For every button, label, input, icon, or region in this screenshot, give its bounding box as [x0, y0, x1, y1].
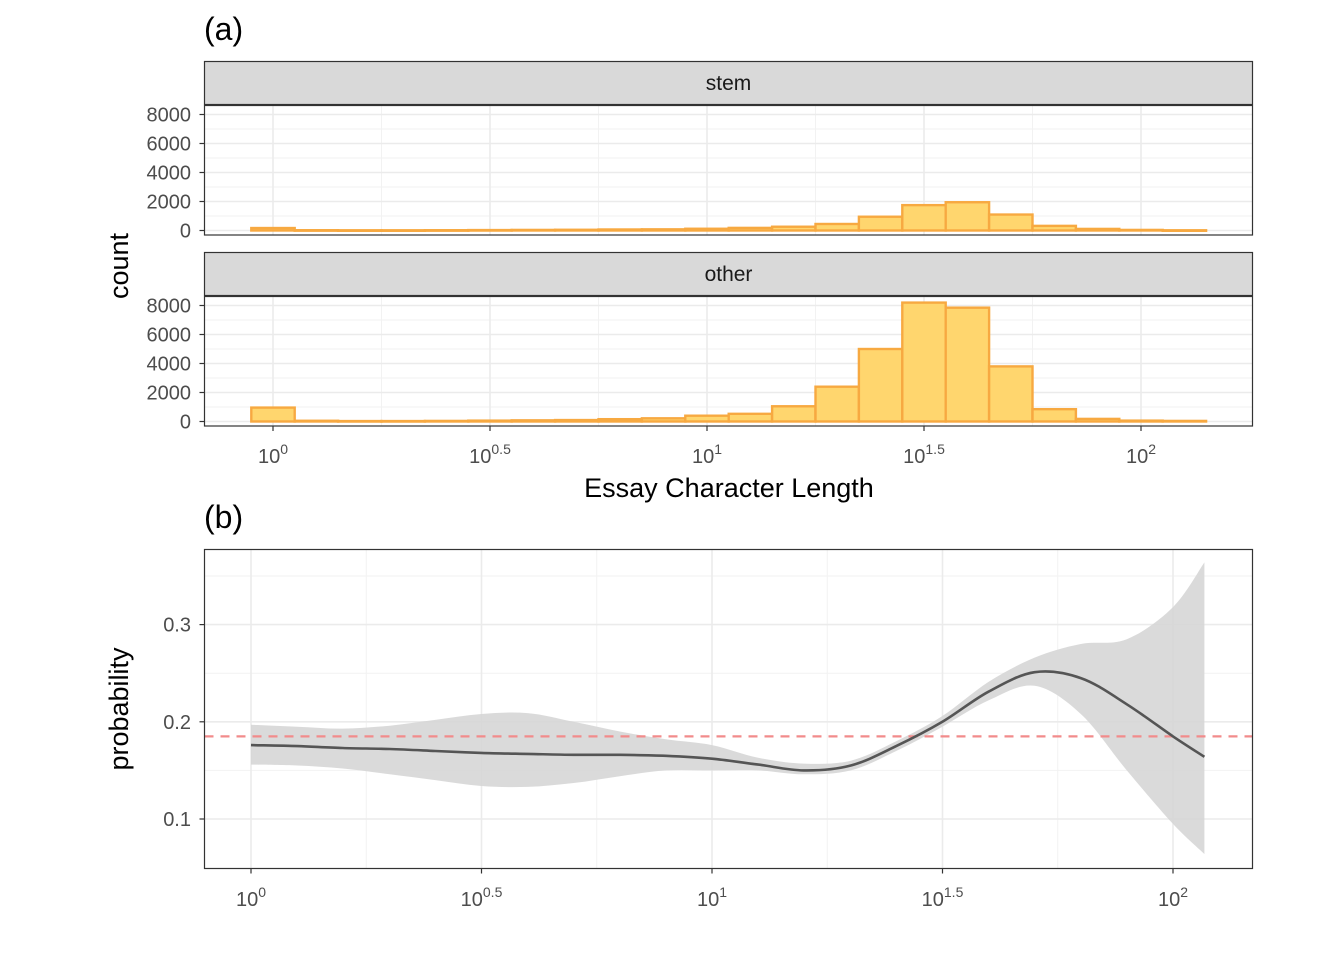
histogram-bar — [597, 228, 644, 232]
panel-a-label: (a) — [204, 11, 243, 47]
confidence-ribbon — [251, 562, 1205, 854]
histogram-bar — [510, 228, 557, 232]
plot-background — [204, 105, 1253, 235]
histogram-bar — [380, 229, 427, 232]
y-tick-label: 0 — [180, 221, 191, 243]
x-tick-label: 102 — [1126, 441, 1156, 468]
histogram-bar — [727, 412, 774, 423]
x-tick-label: 101.5 — [922, 884, 964, 911]
histogram-bar — [987, 213, 1034, 232]
histogram-bar — [1074, 417, 1121, 423]
y-tick-label: 6000 — [147, 134, 192, 156]
panel-border — [203, 548, 1254, 870]
histogram-bar — [467, 419, 513, 423]
plot-background — [204, 296, 1253, 426]
panel-border — [203, 295, 1254, 427]
facet-strip-stem-label: stem — [706, 72, 752, 95]
x-tick-label: 102 — [1158, 884, 1188, 911]
facet-strip-other: other — [203, 251, 1254, 297]
histogram-bar — [1074, 227, 1121, 232]
histogram-bar — [901, 203, 947, 232]
histogram-panel-stem: 0 2000 4000 6000 8000 — [147, 104, 1254, 243]
histogram-bar — [597, 417, 644, 423]
histogram-bar — [250, 406, 296, 423]
smooth-line — [250, 670, 1206, 772]
histogram-bar — [380, 419, 427, 423]
x-tick-label: 100.5 — [461, 884, 503, 911]
histogram-bar — [944, 201, 991, 232]
y-tick-label: 8000 — [147, 296, 192, 318]
histogram-bar — [293, 229, 340, 232]
histogram-bar — [944, 306, 991, 423]
y-tick-label: 0.1 — [163, 809, 191, 831]
x-tick-label: 101 — [697, 884, 727, 911]
histogram-bar — [553, 418, 600, 423]
histogram-bar — [814, 385, 861, 423]
histogram-bar — [1161, 419, 1208, 423]
histogram-bar — [857, 215, 904, 232]
y-tick-label: 2000 — [147, 383, 192, 405]
histogram-bar — [250, 226, 296, 232]
histogram-bar — [684, 414, 730, 423]
y-tick-label: 0.2 — [163, 712, 191, 734]
histogram-bar — [1031, 224, 1078, 232]
histogram-bar — [1118, 228, 1164, 232]
histogram-bar — [684, 227, 730, 232]
x-tick-label: 100 — [236, 884, 266, 911]
y-tick-label: 0 — [180, 412, 191, 434]
y-tick-label: 4000 — [147, 354, 192, 376]
facet-strip-other-label: other — [705, 263, 753, 286]
histogram-bar — [857, 347, 904, 423]
x-tick-label: 101 — [692, 441, 722, 468]
histogram-bar — [1031, 407, 1078, 423]
panel-border — [203, 104, 1254, 236]
histogram-bar — [1118, 419, 1164, 423]
y-tick-label: 2000 — [147, 192, 192, 214]
histogram-bar — [336, 419, 383, 423]
histogram-x-axis-title: Essay Character Length — [584, 473, 874, 503]
histogram-bar — [510, 419, 557, 423]
histogram-bar — [553, 228, 600, 232]
histogram-bar — [640, 228, 687, 232]
x-tick-label: 100.5 — [469, 441, 511, 468]
histogram-bar — [336, 229, 383, 232]
y-tick-label: 4000 — [147, 163, 192, 185]
histogram-panel-other: 0 2000 4000 6000 8000 — [147, 295, 1254, 434]
histogram-bar — [770, 405, 817, 423]
x-tick-label: 100 — [258, 441, 288, 468]
histogram-bar — [1161, 229, 1208, 232]
histogram-bar — [423, 419, 470, 423]
histogram-bar — [814, 222, 861, 232]
histogram-bar — [423, 229, 470, 232]
histogram-bar — [770, 225, 817, 232]
histogram-y-axis-title: count — [104, 232, 134, 299]
y-tick-label: 0.3 — [163, 615, 191, 637]
panel-b-label: (b) — [204, 499, 243, 535]
probability-panel: 0.1 0.2 0.3 100 100.5 101 101.5 102 — [163, 548, 1254, 911]
probability-y-axis-title: probability — [104, 647, 134, 771]
histogram-bar — [901, 301, 947, 423]
histogram-bar — [293, 419, 340, 423]
histogram-bar — [640, 417, 687, 423]
histogram-bar — [467, 228, 513, 232]
x-tick-label: 101.5 — [903, 441, 945, 468]
histogram-bar — [727, 226, 774, 232]
y-tick-label: 8000 — [147, 105, 192, 127]
histogram-x-axis: 100 100.5 101 101.5 102 — [258, 426, 1156, 468]
histogram-bar — [987, 365, 1034, 423]
y-tick-label: 6000 — [147, 325, 192, 347]
facet-strip-stem: stem — [203, 60, 1254, 106]
